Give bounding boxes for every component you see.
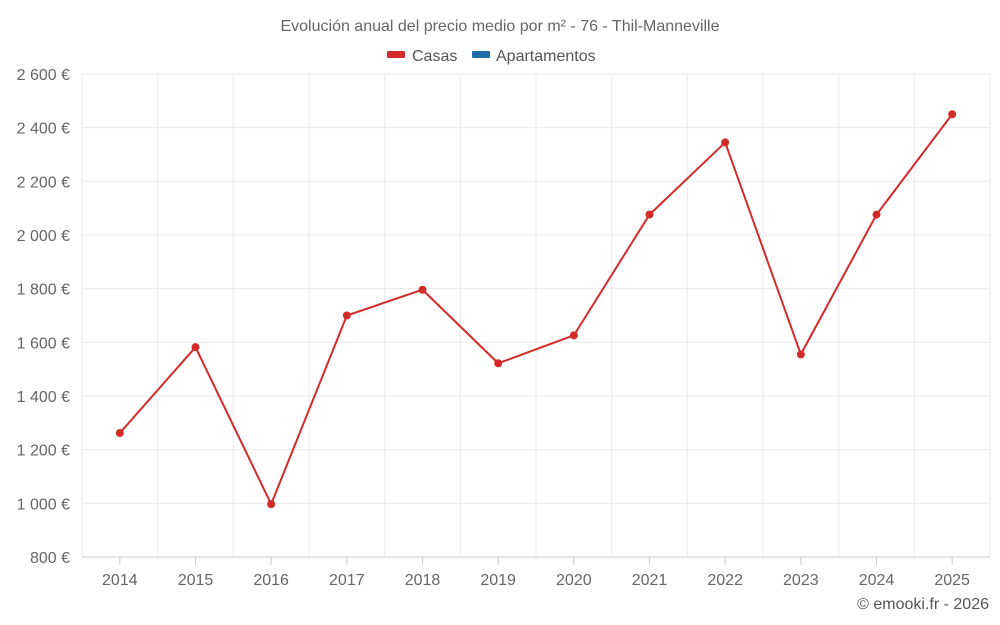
y-tick-label: 1 600 € [17, 335, 70, 352]
x-axis: 2014 2015 2016 2017 2018 2019 2020 2021 2022 2023… [102, 557, 970, 589]
y-axis: 800 € 1 000 € 1 200 € 1 400 € 1 600 € 1 800 €… [17, 67, 70, 567]
x-tick-label: 2023 [783, 572, 819, 589]
y-tick-label: 1 800 € [17, 282, 70, 299]
data-point[interactable] [418, 285, 427, 294]
x-tick-label: 2018 [405, 572, 441, 589]
x-tick-label: 2021 [632, 572, 668, 589]
y-tick-label: 2 200 € [17, 174, 70, 191]
x-tick-label: 2025 [934, 572, 970, 589]
legend-label-apartamentos: Apartamentos [496, 48, 596, 65]
y-tick-label: 1 200 € [17, 443, 70, 460]
data-point[interactable] [948, 110, 957, 119]
y-tick-label: 2 000 € [17, 228, 70, 245]
legend: Casas Apartamentos [387, 48, 596, 65]
y-tick-label: 800 € [30, 550, 70, 567]
data-point[interactable] [115, 429, 124, 438]
legend-swatch-casas [387, 51, 405, 58]
data-point[interactable] [645, 210, 654, 219]
x-tick-label: 2022 [707, 572, 743, 589]
x-tick-label: 2019 [480, 572, 516, 589]
data-point[interactable] [267, 500, 276, 509]
series-line-casas [119, 113, 953, 506]
data-point[interactable] [569, 331, 578, 340]
y-tick-label: 2 400 € [17, 121, 70, 138]
x-tick-label: 2024 [859, 572, 895, 589]
legend-swatch-apartamentos [472, 51, 490, 58]
x-tick-label: 2015 [178, 572, 214, 589]
legend-label-casas: Casas [412, 48, 457, 65]
legend-item-casas[interactable]: Casas [387, 48, 457, 65]
data-point[interactable] [494, 359, 503, 368]
y-tick-label: 1 000 € [17, 496, 70, 513]
y-tick-label: 1 400 € [17, 389, 70, 406]
x-tick-label: 2017 [329, 572, 365, 589]
data-point[interactable] [796, 350, 805, 359]
chart-title: Evolución anual del precio medio por m² … [280, 18, 719, 35]
data-point[interactable] [872, 210, 881, 219]
y-tick-label: 2 600 € [17, 67, 70, 84]
data-point[interactable] [191, 343, 200, 352]
data-point[interactable] [342, 311, 351, 320]
series-casas [115, 110, 957, 509]
x-tick-label: 2020 [556, 572, 592, 589]
data-point[interactable] [721, 138, 730, 147]
legend-item-apartamentos[interactable]: Apartamentos [472, 48, 596, 65]
x-tick-label: 2016 [253, 572, 289, 589]
x-tick-label: 2014 [102, 572, 138, 589]
gridlines [81, 73, 991, 558]
credit-text: © emooki.fr - 2026 [857, 596, 989, 613]
